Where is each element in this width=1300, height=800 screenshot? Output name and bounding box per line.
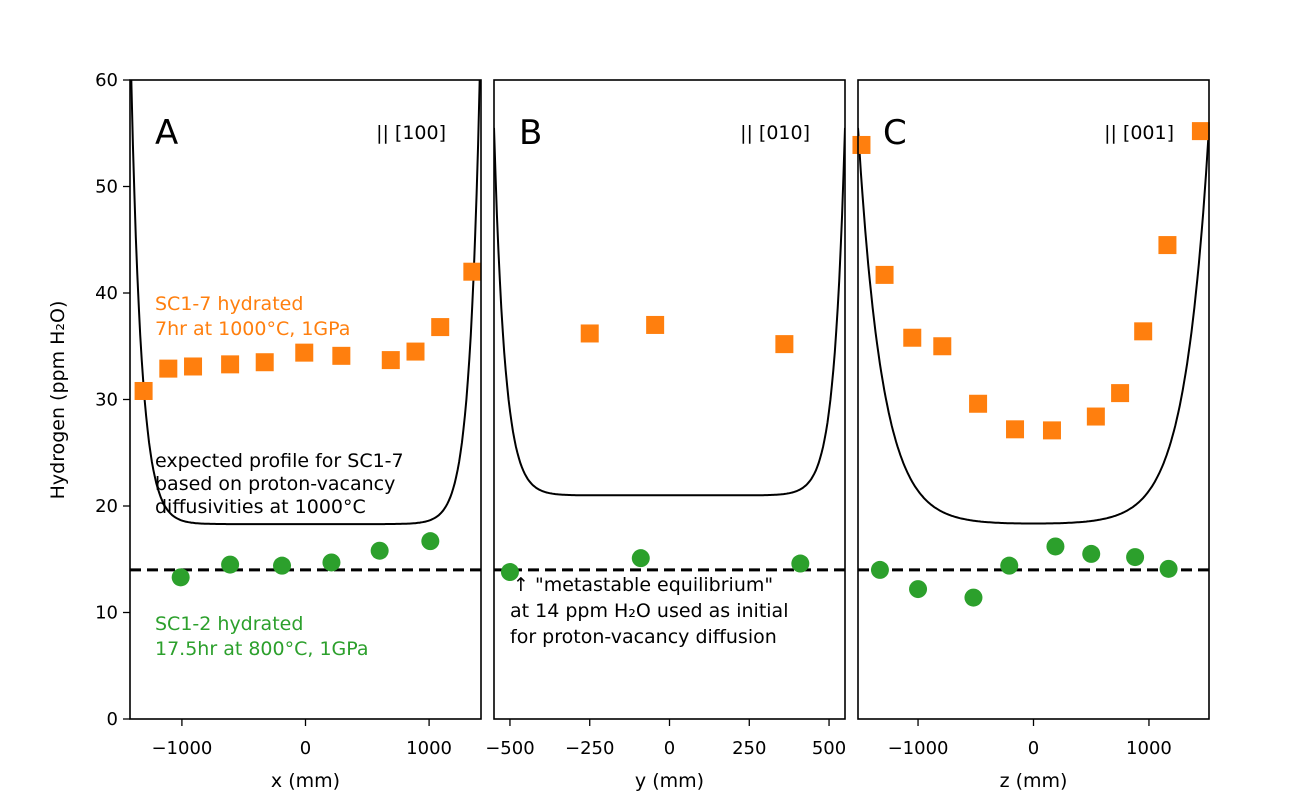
model-curve	[858, 127, 1209, 525]
panel-b: −500 −250 0 250 500 y (mm) B || [010]	[485, 79, 846, 792]
annotation-expected-line-3: diffusivities at 1000°C	[155, 496, 366, 518]
sc1-7-marker	[134, 381, 153, 400]
sc1-7-marker	[969, 394, 988, 413]
sc1-7-marker	[903, 328, 922, 347]
model-curve	[130, 80, 481, 526]
sc1-7-marker	[221, 355, 240, 374]
x-tick-label: 0	[664, 738, 675, 759]
x-tick-label: 0	[1028, 738, 1039, 759]
sc1-7-marker	[431, 318, 450, 337]
sc1-7-marker	[1086, 407, 1105, 426]
y-tick-label: 30	[95, 390, 118, 411]
panel-a: −1000 0 1000 x (mm) A || [100] 0 10 20 30 40 50 60	[95, 70, 482, 792]
annotations: SC1-7 hydrated 7hr at 1000°C, 1GPa expec…	[155, 293, 788, 660]
x-tick-label: −1000	[888, 738, 949, 759]
sc1-7-marker	[184, 357, 203, 376]
sc1-2-marker	[421, 532, 440, 551]
sc1-7-marker	[381, 351, 400, 370]
x-tick-label: 1000	[1126, 738, 1172, 759]
sc1-2-marker	[909, 580, 928, 599]
panel-letter: A	[155, 113, 178, 153]
sc1-7-marker	[875, 265, 894, 284]
sc1-2-marker	[273, 556, 292, 575]
sc1-7-marker	[580, 324, 599, 343]
plot-area	[858, 127, 1209, 572]
sc1-2-marker	[500, 563, 519, 582]
model-curve	[494, 127, 845, 497]
sc1-7-marker	[332, 346, 351, 365]
annotation-sc12-line-2: 17.5hr at 800°C, 1GPa	[155, 638, 369, 660]
y-tick-label: 40	[95, 283, 118, 304]
sc1-2-marker	[631, 549, 650, 568]
sc1-2-marker	[791, 554, 810, 573]
panel-c: −1000 0 1000 z (mm) C || [001]	[852, 79, 1210, 792]
x-tick-label: −250	[565, 738, 614, 759]
sc1-7-marker	[406, 342, 425, 361]
sc1-7-marker	[646, 315, 665, 334]
y-tick-label: 0	[107, 709, 118, 730]
sc1-7-marker	[1158, 236, 1177, 255]
sc1-2-marker	[1000, 556, 1019, 575]
sc1-7-marker	[295, 343, 314, 362]
x-axis-label: x (mm)	[271, 770, 340, 792]
sc1-2-marker	[171, 568, 190, 587]
y-tick-label: 60	[95, 70, 118, 91]
sc1-7-marker	[852, 135, 871, 154]
x-tick-label: 250	[732, 738, 766, 759]
orientation-label: || [001]	[1104, 122, 1174, 144]
annotation-metastable-line-2: at 14 ppm H₂O used as initial	[510, 600, 788, 622]
sc1-7-marker	[255, 353, 274, 372]
x-tick-label: −500	[485, 738, 534, 759]
sc1-2-marker	[1046, 537, 1065, 556]
orientation-label: || [010]	[740, 122, 810, 144]
plot-area	[494, 127, 845, 572]
panels: −1000 0 1000 x (mm) A || [100] 0 10 20 30 40 50 60 −5…	[95, 70, 1210, 792]
y-tick-label: 50	[95, 177, 118, 198]
annotation-sc12-line-1: SC1-2 hydrated	[155, 613, 303, 635]
x-tick-label: 0	[300, 738, 311, 759]
sc1-2-marker	[370, 541, 389, 560]
sc1-2-marker	[221, 555, 240, 574]
panel-letter: B	[519, 113, 542, 153]
sc1-2-marker	[964, 588, 983, 607]
panel-letter: C	[883, 113, 907, 153]
y-tick-label: 20	[95, 496, 118, 517]
sc1-7-marker	[1191, 122, 1210, 141]
sc1-2-marker	[322, 553, 341, 572]
panel-frame	[857, 79, 1210, 720]
panel-frame	[493, 79, 846, 720]
annotation-metastable-line-3: for proton-vacancy diffusion	[510, 626, 777, 648]
x-axis-label: z (mm)	[1000, 770, 1068, 792]
annotation-expected-line-2: based on proton-vacancy	[155, 473, 395, 495]
sc1-7-marker	[463, 262, 482, 281]
x-tick-label: 500	[812, 738, 846, 759]
sc1-7-marker	[1006, 420, 1025, 439]
annotation-expected-line-1: expected profile for SC1-7	[155, 450, 404, 472]
annotation-sc17-line-1: SC1-7 hydrated	[155, 293, 303, 315]
y-tick-label: 10	[95, 603, 118, 624]
orientation-label: || [100]	[376, 122, 446, 144]
plot-area	[130, 80, 481, 572]
sc1-2-marker	[1126, 548, 1145, 567]
sc1-2-marker	[1082, 544, 1101, 563]
sc1-7-marker	[933, 337, 952, 356]
sc1-7-marker	[159, 359, 178, 378]
sc1-7-marker	[775, 335, 794, 354]
x-tick-label: −1000	[151, 738, 212, 759]
x-tick-label: 1000	[406, 738, 452, 759]
y-axis-label: Hydrogen (ppm H₂O)	[47, 301, 69, 500]
sc1-2-marker	[870, 560, 889, 579]
x-axis-label: y (mm)	[635, 770, 704, 792]
sc1-7-marker	[1134, 322, 1153, 341]
annotation-sc17-line-2: 7hr at 1000°C, 1GPa	[155, 318, 350, 340]
sc1-7-marker	[1042, 421, 1061, 440]
sc1-7-marker	[1111, 384, 1130, 403]
annotation-metastable-line-1: ↑ "metastable equilibrium"	[513, 574, 773, 596]
sc1-2-marker	[1159, 559, 1178, 578]
